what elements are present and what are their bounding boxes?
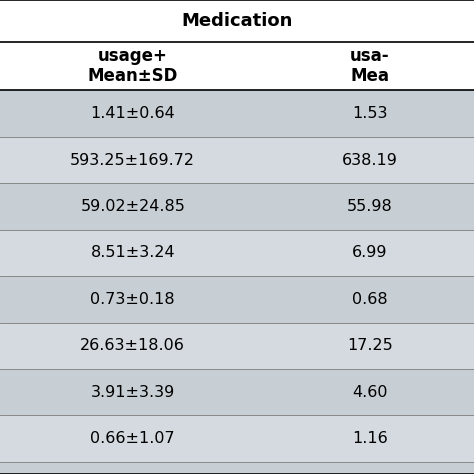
Text: 55.98: 55.98: [347, 199, 392, 214]
Text: 638.19: 638.19: [342, 153, 398, 167]
Text: 26.63±18.06: 26.63±18.06: [80, 338, 185, 353]
Bar: [0, 276, 474, 322]
Text: 593.25±169.72: 593.25±169.72: [70, 153, 195, 167]
Bar: [0, 462, 474, 474]
Text: Mea: Mea: [350, 67, 389, 85]
Text: 59.02±24.85: 59.02±24.85: [80, 199, 185, 214]
Bar: [0, 137, 474, 183]
Bar: [0, 369, 474, 415]
Text: 17.25: 17.25: [347, 338, 392, 353]
Text: 1.16: 1.16: [352, 431, 388, 446]
Bar: [0, 0, 474, 42]
Text: 3.91±3.39: 3.91±3.39: [91, 384, 175, 400]
Bar: [0, 183, 474, 230]
Text: usage+: usage+: [98, 46, 168, 64]
Text: Medication: Medication: [182, 12, 292, 30]
Text: 0.68: 0.68: [352, 292, 388, 307]
Bar: [0, 230, 474, 276]
Bar: [0, 322, 474, 369]
Text: 1.41±0.64: 1.41±0.64: [91, 106, 175, 121]
Text: Mean±SD: Mean±SD: [88, 67, 178, 85]
Text: 0.73±0.18: 0.73±0.18: [91, 292, 175, 307]
Bar: [0, 42, 474, 91]
Bar: [0, 91, 474, 137]
Text: 8.51±3.24: 8.51±3.24: [91, 246, 175, 260]
Bar: [0, 415, 474, 462]
Text: 6.99: 6.99: [352, 246, 387, 260]
Text: usa-: usa-: [350, 46, 390, 64]
Text: 0.66±1.07: 0.66±1.07: [91, 431, 175, 446]
Text: 4.60: 4.60: [352, 384, 387, 400]
Text: 1.53: 1.53: [352, 106, 387, 121]
